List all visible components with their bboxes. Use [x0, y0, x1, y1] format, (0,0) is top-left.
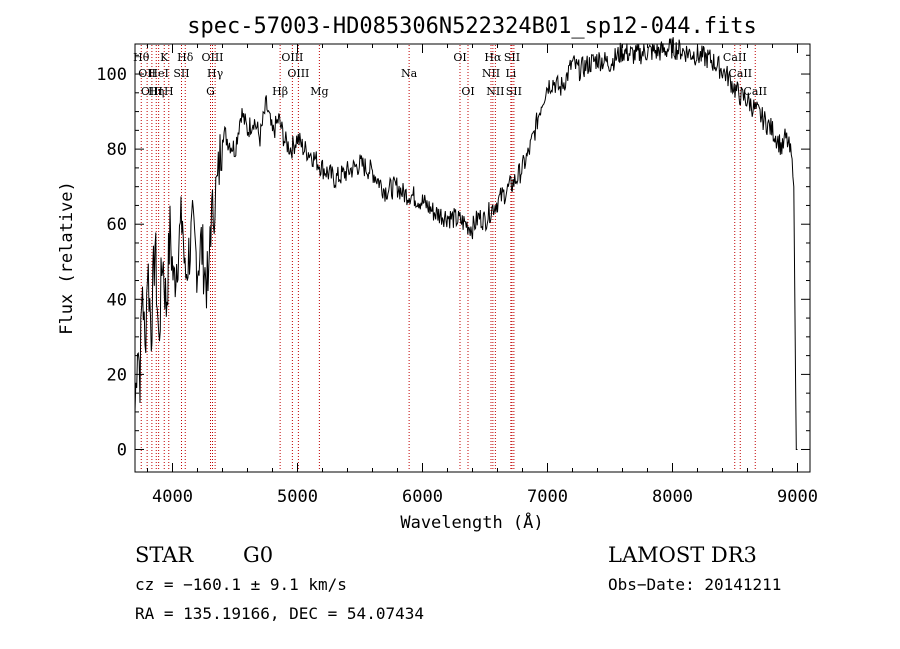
spectral-line-label: Hγ: [207, 67, 224, 80]
spectral-line-label: OIII: [201, 51, 223, 64]
object-subclass: G0: [243, 543, 273, 567]
spectral-line-label: Hη: [148, 85, 164, 98]
y-axis-label: Flux (relative): [57, 181, 77, 335]
spectrum-line: [134, 37, 798, 450]
observation-date: Obs−Date: 20141211: [608, 575, 781, 594]
spectral-line-markers: [140, 45, 756, 471]
spectral-line-label: OIII: [141, 85, 163, 98]
ra-dec-coordinates: RA = 135.19166, DEC = 54.07434: [135, 604, 424, 623]
x-tick-label: 7000: [527, 487, 568, 507]
y-tick-label: 100: [96, 65, 127, 85]
spectral-line-label: Hβ: [272, 85, 288, 98]
spectral-line-label: Hθ: [133, 51, 150, 64]
spectral-line-label: G: [206, 85, 215, 98]
x-tick-label: 9000: [777, 487, 818, 507]
redshift-velocity: cz = −160.1 ± 9.1 km/s: [135, 575, 347, 594]
y-axis-ticks: 0 20 40 60 80 100: [96, 54, 810, 460]
object-class: STAR: [135, 543, 194, 567]
spectrum-series: [134, 37, 798, 450]
spectral-line-label: CaII: [723, 51, 747, 64]
spectral-line-label: SII: [173, 67, 189, 80]
x-axis-ticks: 4000 5000 6000 7000 8000 9000: [147, 44, 818, 507]
y-tick-label: 60: [107, 215, 127, 235]
spectral-line-label: NII: [482, 67, 500, 80]
spectral-line-labels: HθOIIOIIIHηHeIKHSIIHδGOIIIHγHβOIIIOIIIMg…: [133, 51, 767, 98]
spectral-line-label: K: [160, 51, 169, 64]
spectral-line-label: H: [164, 85, 174, 98]
y-tick-label: 80: [107, 140, 127, 160]
chart-title: spec-57003-HD085306N522324B01_sp12-044.f…: [187, 14, 757, 39]
spectral-line-label: CaII: [728, 67, 752, 80]
spectral-line-label: SII: [506, 85, 522, 98]
spectral-line-label: OI: [461, 85, 474, 98]
x-tick-label: 8000: [652, 487, 693, 507]
spectral-line-label: OIII: [287, 67, 309, 80]
spectral-line-label: OII: [138, 67, 156, 80]
spectral-line-label: Hδ: [177, 51, 194, 64]
spectral-line-label: Na: [401, 67, 418, 80]
spectral-line-label: OIII: [281, 51, 303, 64]
x-tick-label: 6000: [402, 487, 443, 507]
survey-name: LAMOST DR3: [608, 543, 757, 567]
spectral-line-label: Li: [505, 67, 516, 80]
x-tick-label: 5000: [277, 487, 318, 507]
spectral-line-label: HeI: [148, 67, 168, 80]
spectral-line-label: CaII: [743, 85, 767, 98]
x-axis-label: Wavelength (Å): [400, 511, 543, 533]
y-tick-label: 40: [107, 290, 127, 310]
x-tick-label: 4000: [152, 487, 193, 507]
spectral-line-label: NII: [486, 85, 504, 98]
spectral-line-label: OI: [453, 51, 466, 64]
spectral-line-label: Mg: [310, 85, 328, 98]
spectral-line-label: SII: [504, 51, 520, 64]
plot-frame: [134, 43, 811, 473]
spectral-line-label: Hα: [484, 51, 502, 64]
y-tick-label: 20: [107, 365, 127, 385]
y-tick-label: 0: [117, 440, 127, 460]
